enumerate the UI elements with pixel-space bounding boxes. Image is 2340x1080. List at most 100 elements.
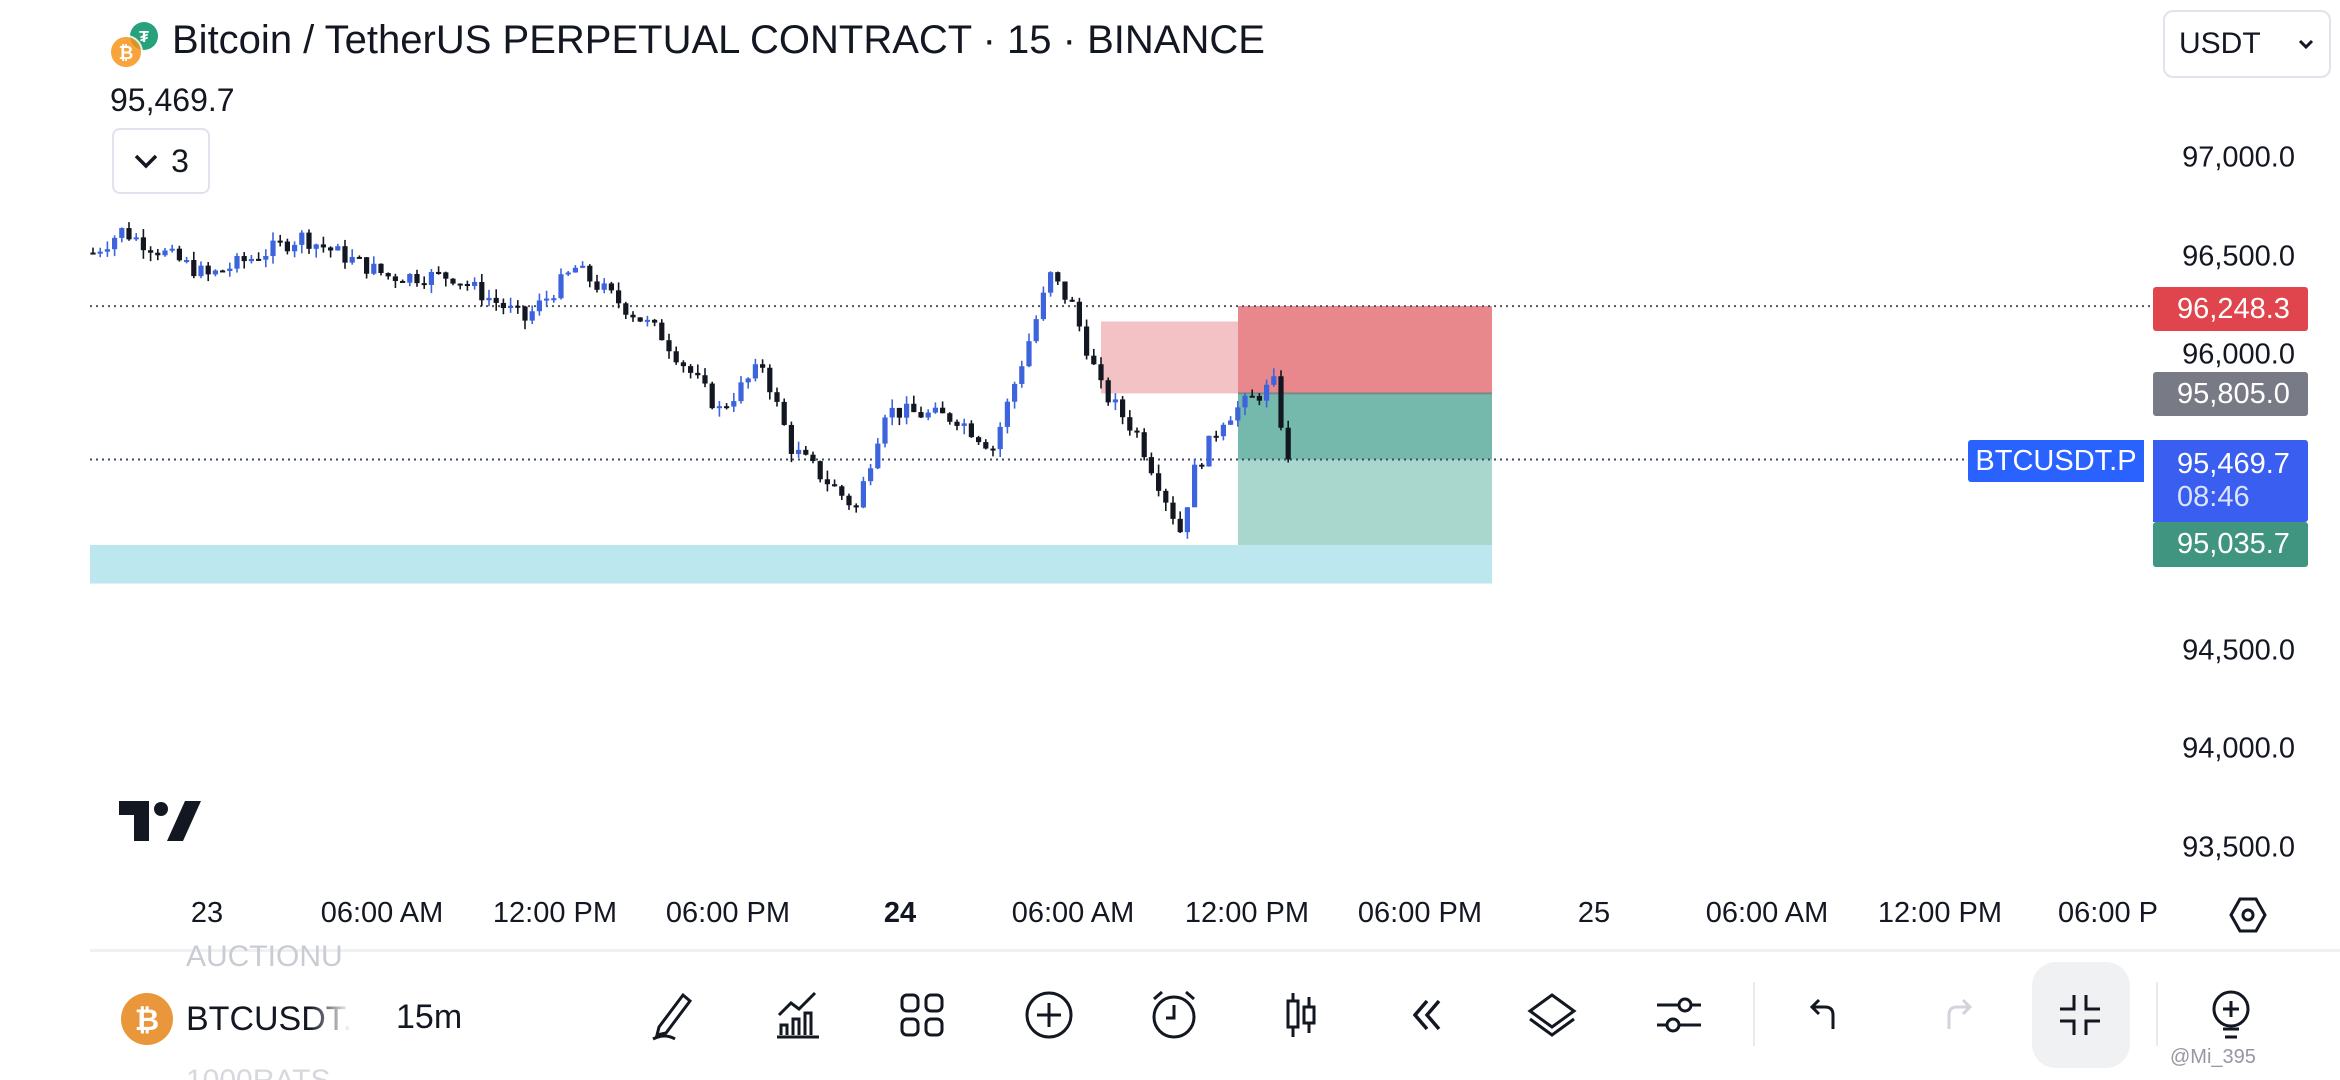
price-tick: 96,000.0 <box>2182 338 2295 371</box>
candle-body <box>407 274 413 283</box>
redo-icon[interactable] <box>1925 985 1985 1045</box>
candle-body <box>551 298 557 301</box>
entry-price: 95,805.0 <box>2177 377 2290 410</box>
layout-grid-icon[interactable] <box>892 985 952 1045</box>
candle-body <box>896 407 902 418</box>
candle-body <box>1213 435 1219 438</box>
interval-selector[interactable]: 15m <box>396 998 463 1036</box>
alarm-clock-icon[interactable] <box>1144 985 1204 1045</box>
candle-body <box>1033 319 1039 342</box>
candle-body <box>544 298 550 301</box>
candle-body <box>594 281 600 290</box>
candle-body <box>990 448 996 451</box>
candles-icon[interactable] <box>1271 985 1331 1045</box>
candle-body <box>457 283 463 286</box>
candle-body <box>1228 420 1234 425</box>
candle-body <box>148 250 154 253</box>
svg-text:₮: ₮ <box>139 29 149 46</box>
candle-body <box>119 228 125 238</box>
candle-body <box>932 407 938 413</box>
ideas-lightbulb-icon[interactable] <box>2201 985 2261 1045</box>
candle-body <box>580 265 586 268</box>
candle-body <box>1141 432 1147 458</box>
candle-body <box>414 274 420 284</box>
supply-zone <box>1101 321 1238 394</box>
exit-fullscreen-button-bg[interactable] <box>2032 962 2130 1068</box>
chevron-down-icon <box>2298 39 2314 50</box>
layers-icon[interactable] <box>1522 985 1582 1045</box>
price-tick: 93,500.0 <box>2182 831 2295 863</box>
candle-body <box>918 412 924 418</box>
candle-body <box>212 270 218 275</box>
candle-body <box>1076 301 1082 327</box>
candle-body <box>313 244 319 249</box>
add-plus-circle-icon[interactable] <box>1019 985 1079 1045</box>
candle-body <box>796 449 802 454</box>
candle-body <box>623 303 629 315</box>
indicators-toggle-button[interactable]: 3 <box>112 128 210 194</box>
candle-body <box>493 297 499 303</box>
candle-body <box>227 268 233 272</box>
tradingview-logo[interactable] <box>119 801 201 846</box>
drawing-pencil-icon[interactable] <box>643 985 703 1045</box>
candle-body <box>680 362 686 367</box>
candle-body <box>1148 457 1154 474</box>
candle-body <box>817 461 823 480</box>
candle-body <box>1220 424 1226 437</box>
candle-body <box>97 251 103 254</box>
settings-sliders-icon[interactable] <box>1649 985 1709 1045</box>
exit-fullscreen-icon[interactable] <box>2050 985 2110 1045</box>
candle-body <box>875 443 881 469</box>
candle-body <box>1242 395 1248 408</box>
candle-body <box>911 403 917 413</box>
candle-body <box>882 417 888 444</box>
candle-body <box>997 426 1003 450</box>
candle-body <box>371 263 377 274</box>
candle-body <box>140 237 146 251</box>
indicators-chart-icon[interactable] <box>767 985 827 1045</box>
symbol-selector[interactable]: BTCUSDT.P <box>186 1000 351 1038</box>
undo-icon[interactable] <box>1797 985 1857 1045</box>
toolbar-divider <box>2156 982 2158 1046</box>
candle-body <box>479 282 485 301</box>
candle-body <box>1084 326 1090 356</box>
price-tick: 96,500.0 <box>2182 240 2295 272</box>
candle-body <box>263 256 269 260</box>
candle-body <box>284 241 290 252</box>
time-tick: 12:00 PM <box>492 897 618 929</box>
candle-body <box>889 407 895 418</box>
stop-loss-badge: 96,248.3 <box>2153 287 2308 331</box>
indicators-count: 3 <box>171 142 189 179</box>
candle-body <box>90 252 96 255</box>
symbol-title[interactable]: Bitcoin / TetherUS PERPETUAL CONTRACT · … <box>172 18 1265 62</box>
candle-body <box>1184 507 1190 533</box>
candle-body <box>220 270 226 273</box>
candle-body <box>1048 272 1054 293</box>
candle-body <box>1091 355 1097 365</box>
candle-body <box>176 248 182 261</box>
coin-pair-icon: ₮ ₿ <box>109 20 166 70</box>
candle-body <box>925 412 931 418</box>
price-chart[interactable] <box>0 0 2340 900</box>
price-tick: 97,000.0 <box>2182 141 2295 174</box>
candle-body <box>558 274 564 299</box>
candle-body <box>1271 376 1277 385</box>
replay-rewind-icon[interactable] <box>1397 985 1457 1045</box>
candle-body <box>760 364 766 368</box>
time-tick: 06:00 PM <box>1357 897 1483 929</box>
stop-price: 96,248.3 <box>2177 292 2290 325</box>
candle-body <box>652 319 658 323</box>
candle-body <box>191 260 197 277</box>
candle-body <box>1285 427 1291 460</box>
candle-body <box>1170 502 1176 519</box>
candle-body <box>443 272 449 279</box>
currency-select[interactable]: USDT <box>2163 10 2331 78</box>
candle-body <box>738 382 744 402</box>
candle-body <box>205 265 211 275</box>
settings-hex-icon[interactable] <box>2228 895 2268 940</box>
time-tick: 24 <box>883 897 917 929</box>
candle-body <box>976 437 982 443</box>
faded-symbol-above: AUCTIONU <box>186 940 343 973</box>
candle-body <box>572 267 578 273</box>
candle-body <box>1105 380 1111 403</box>
